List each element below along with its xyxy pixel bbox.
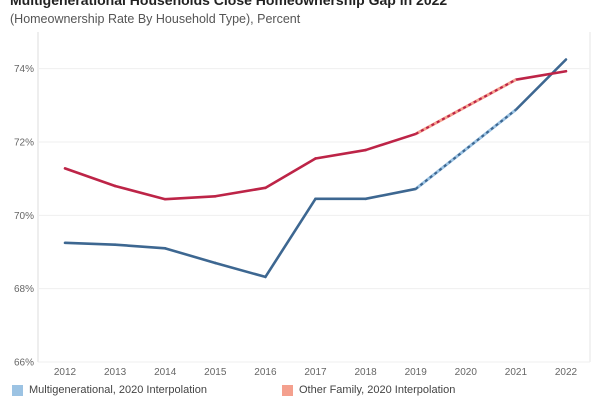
series-line-other-family (314, 148, 367, 160)
y-tick-label: 72% (14, 138, 34, 149)
series-line-other-family (264, 157, 317, 190)
x-tick-label: 2015 (204, 367, 227, 378)
x-tick-label: 2021 (505, 367, 528, 378)
legend-label-other-family: Other Family, 2020 Interpolation (299, 384, 456, 396)
series-line-other-family (113, 184, 167, 201)
x-tick-label: 2014 (154, 367, 177, 378)
legend-swatch-other-family (282, 384, 293, 396)
y-tick-label: 68% (14, 284, 34, 295)
legend-item-other-family: Other Family, 2020 Interpolation (282, 384, 455, 396)
series-line-other-family (214, 186, 267, 198)
chart-subtitle: (Homeownership Rate By Household Type), … (10, 12, 301, 26)
x-tick-label: 2018 (354, 367, 377, 378)
legend-swatch-multigenerational (12, 384, 23, 396)
chart-title: Multigenerational Households Close Homeo… (10, 0, 448, 8)
series-line-other-family (163, 194, 217, 201)
series-line-multigenerational (214, 261, 267, 279)
series-line-multigenerational (264, 197, 317, 279)
x-tick-label: 2016 (254, 367, 277, 378)
series-line-multigenerational (63, 241, 117, 246)
series-line-multigenerational (163, 247, 217, 265)
interpolation-line-multigenerational (414, 108, 517, 191)
series-line-multigenerational (364, 187, 418, 201)
legend-label-multigenerational: Multigenerational, 2020 Interpolation (29, 384, 207, 396)
series-line-multigenerational (514, 58, 568, 112)
x-tick-label: 2019 (405, 367, 428, 378)
legend-item-multigenerational: Multigenerational, 2020 Interpolation (12, 384, 207, 396)
x-tick-label: 2013 (104, 367, 127, 378)
x-tick-label: 2012 (54, 367, 77, 378)
series-line-multigenerational (113, 243, 167, 250)
x-tick-label: 2020 (455, 367, 478, 378)
series-line-other-family (63, 167, 117, 188)
y-tick-label: 74% (14, 64, 34, 75)
x-tick-label: 2022 (555, 367, 578, 378)
x-tick-label: 2017 (304, 367, 327, 378)
series-line-other-family (364, 132, 418, 152)
interpolation-dash-other-family (415, 78, 517, 135)
series-line-other-family (514, 69, 568, 81)
y-tick-label: 66% (14, 358, 34, 369)
y-tick-label: 70% (14, 211, 34, 222)
